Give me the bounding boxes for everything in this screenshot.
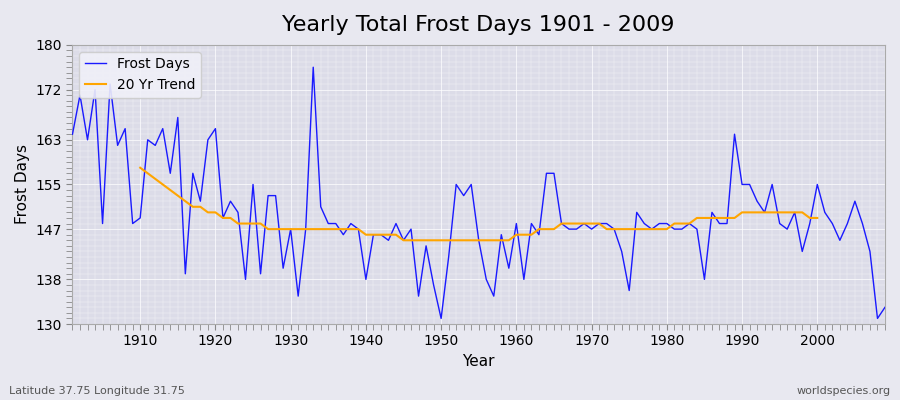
- Frost Days: [526, 221, 536, 226]
- Frost Days: [518, 277, 529, 282]
- Line: Frost Days: Frost Days: [73, 67, 885, 318]
- Text: worldspecies.org: worldspecies.org: [796, 386, 891, 396]
- Title: Yearly Total Frost Days 1901 - 2009: Yearly Total Frost Days 1901 - 2009: [283, 15, 675, 35]
- Frost Days: [879, 305, 890, 310]
- 20 Yr Trend: [398, 238, 409, 243]
- Text: Latitude 37.75 Longitude 31.75: Latitude 37.75 Longitude 31.75: [9, 386, 184, 396]
- X-axis label: Year: Year: [463, 354, 495, 369]
- Frost Days: [68, 132, 78, 137]
- 20 Yr Trend: [135, 165, 146, 170]
- Frost Days: [308, 65, 319, 70]
- 20 Yr Trend: [812, 216, 823, 220]
- Legend: Frost Days, 20 Yr Trend: Frost Days, 20 Yr Trend: [79, 52, 201, 98]
- 20 Yr Trend: [308, 227, 319, 232]
- Frost Days: [292, 294, 303, 298]
- Frost Days: [616, 249, 627, 254]
- Line: 20 Yr Trend: 20 Yr Trend: [140, 168, 817, 240]
- Frost Days: [127, 221, 138, 226]
- Frost Days: [346, 221, 356, 226]
- 20 Yr Trend: [796, 210, 807, 215]
- 20 Yr Trend: [292, 227, 303, 232]
- 20 Yr Trend: [714, 216, 724, 220]
- 20 Yr Trend: [805, 216, 815, 220]
- 20 Yr Trend: [218, 216, 229, 220]
- Frost Days: [436, 316, 446, 321]
- Y-axis label: Frost Days: Frost Days: [15, 144, 30, 224]
